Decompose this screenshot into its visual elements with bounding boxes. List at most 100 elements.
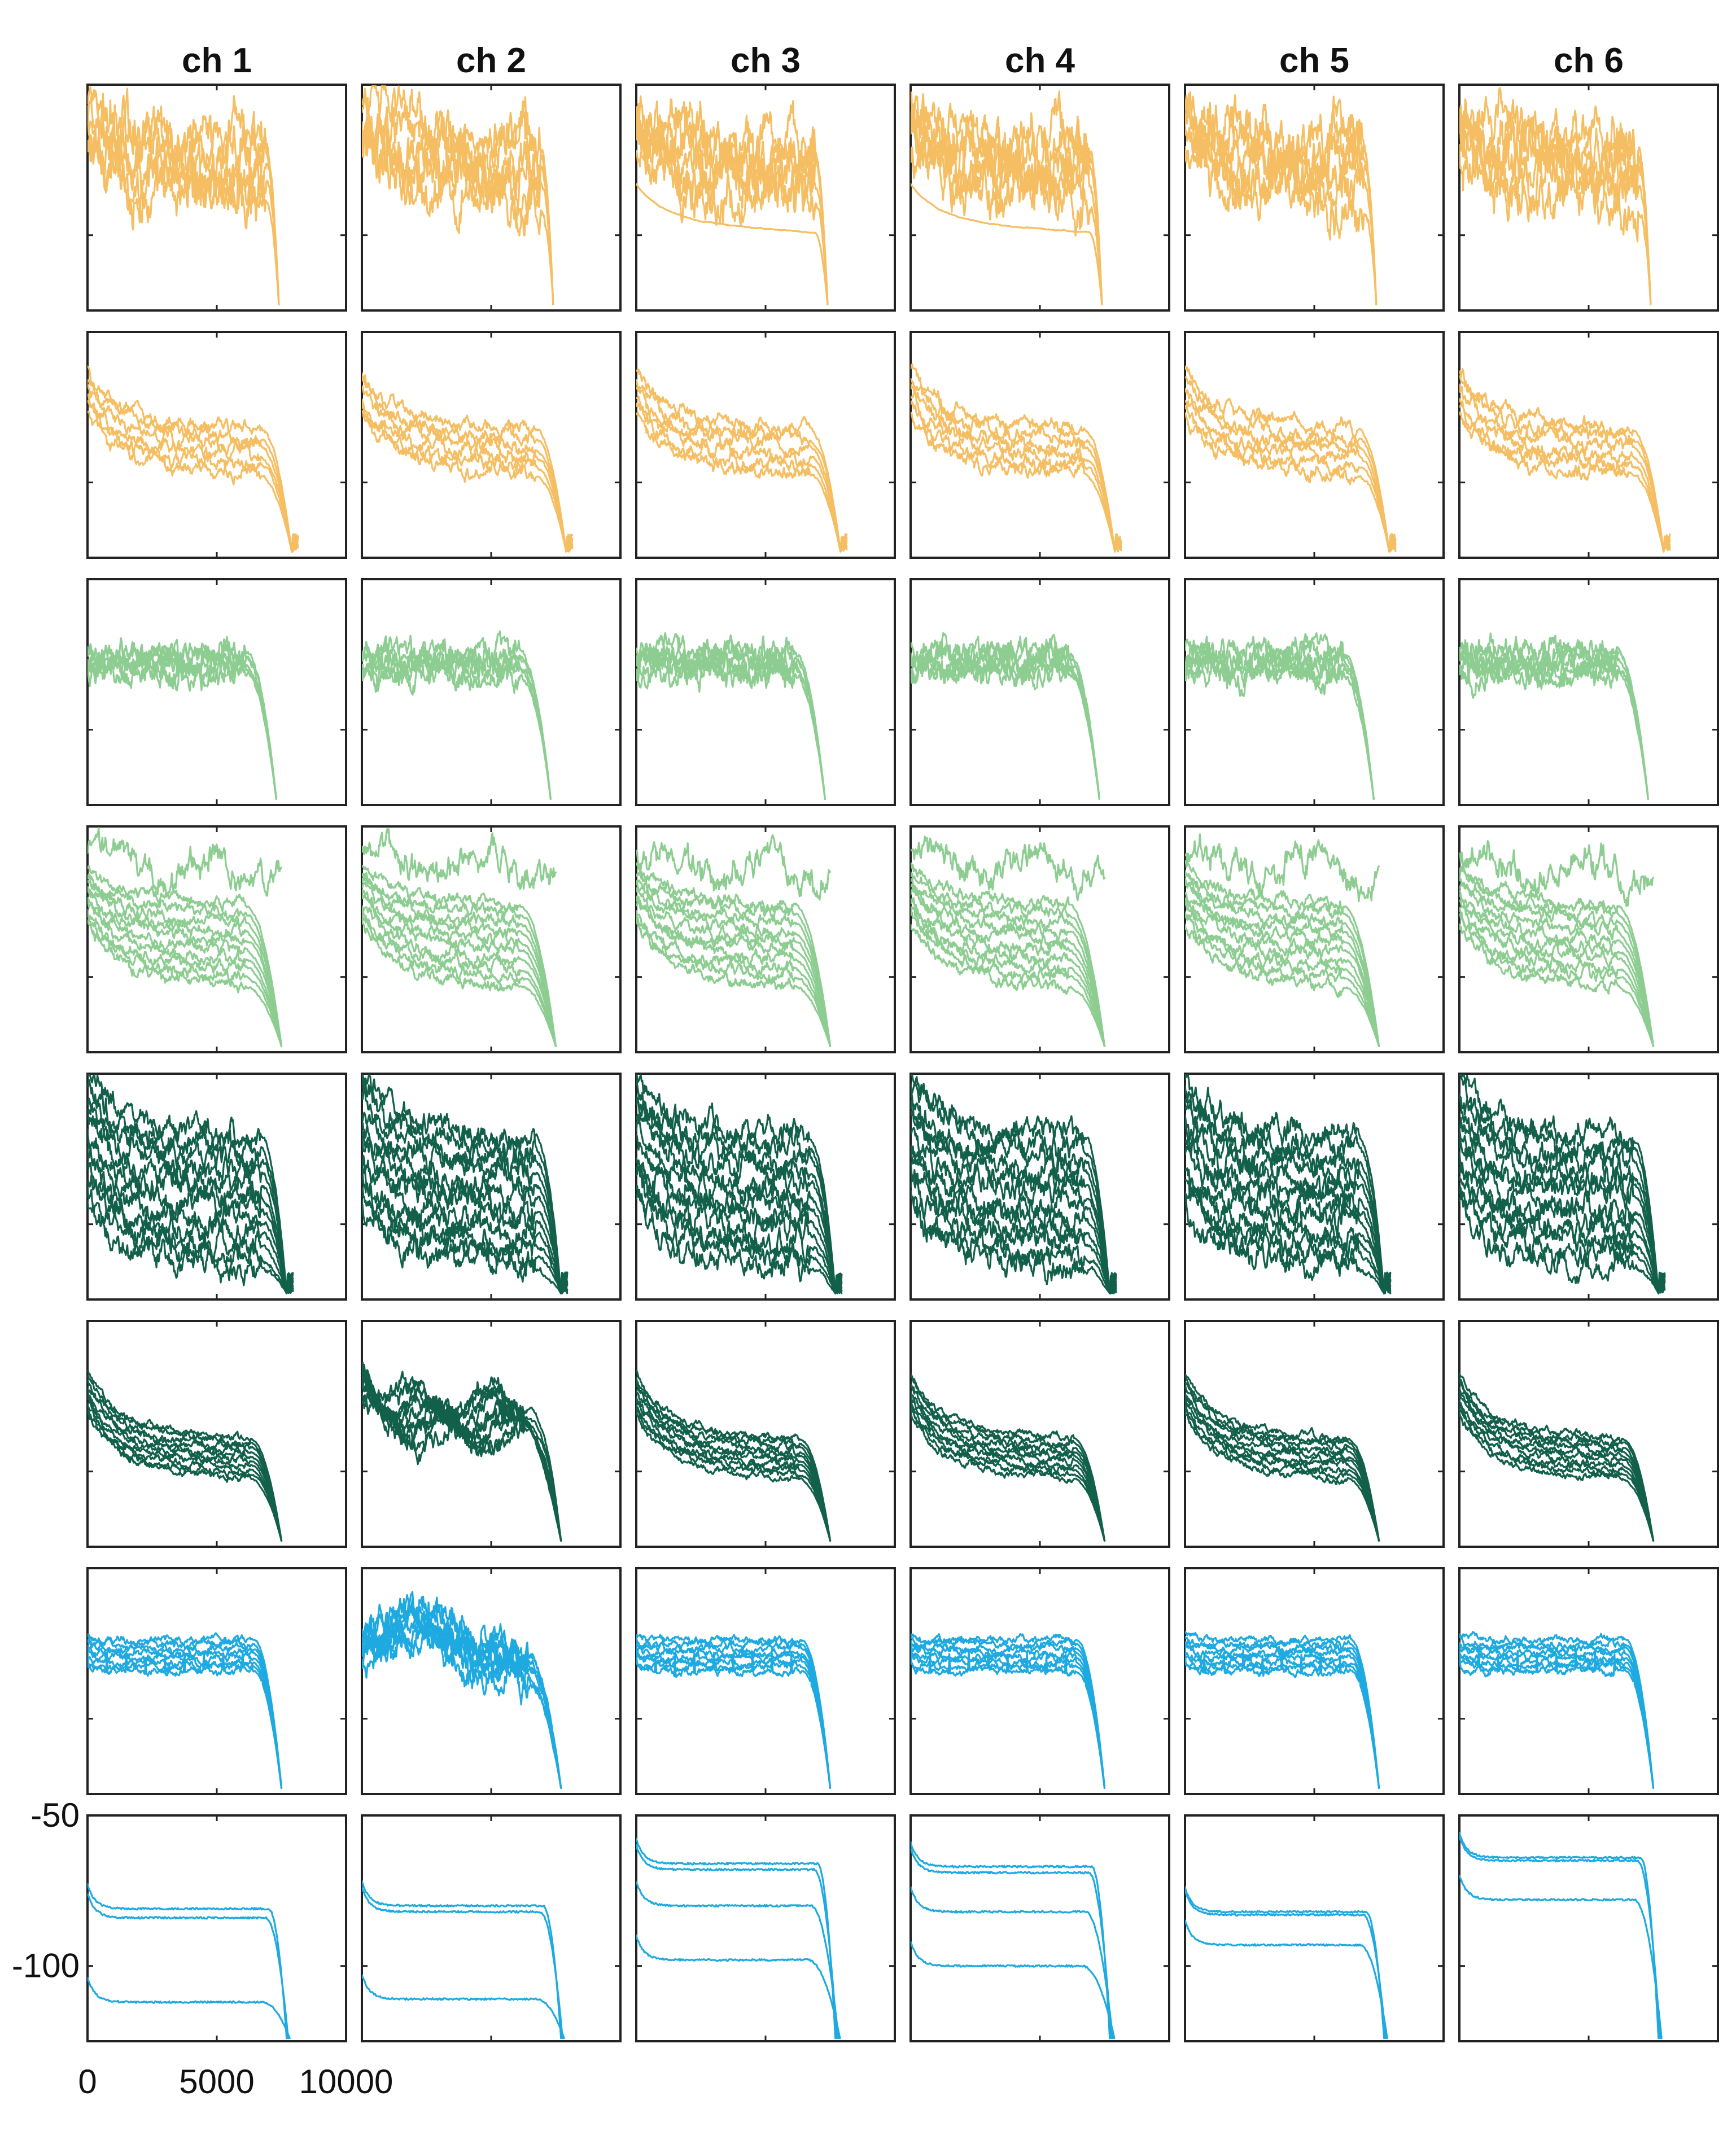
series-line [1459, 1127, 1666, 1294]
series-line [1459, 840, 1655, 907]
series-line [911, 1841, 1111, 2040]
series-line [1459, 865, 1655, 1047]
series-line [88, 1393, 283, 1542]
panel-r3-c2 [361, 578, 622, 806]
series-line [88, 383, 299, 553]
axis-frame [1184, 84, 1445, 312]
series-line [636, 1653, 832, 1789]
panel-r7-c5 [1184, 1567, 1445, 1795]
axis-frame [635, 331, 896, 559]
series-line [1185, 1650, 1380, 1789]
series-line [1185, 365, 1397, 553]
traces [362, 1074, 569, 1294]
panel-r6-c3 [635, 1320, 896, 1548]
series-line [636, 879, 832, 1047]
series-line [636, 642, 826, 800]
series-line [636, 1837, 837, 2040]
series-line [1185, 1889, 1387, 2040]
series-line [88, 889, 283, 1047]
x-tick-label: 0 [78, 2063, 97, 2101]
traces [1459, 840, 1655, 1047]
axis-frame [1458, 1567, 1719, 1795]
series-line [911, 1375, 1106, 1542]
traces [362, 828, 557, 1047]
y-tick-label: -50 [30, 1796, 80, 1834]
series-line [1459, 881, 1655, 1047]
series-line [911, 183, 1103, 305]
series-line [362, 876, 557, 1047]
axis-frame [361, 578, 622, 806]
series-line [911, 1653, 1106, 1789]
series-line [1185, 860, 1380, 1047]
series-line [1185, 1630, 1380, 1789]
series-line [1459, 907, 1655, 1047]
series-line [636, 887, 832, 1047]
traces [1459, 632, 1649, 800]
axis-frame [86, 1567, 347, 1795]
series-line [88, 1636, 283, 1789]
series-line [636, 1074, 843, 1294]
series-line [911, 872, 1106, 1047]
series-line [1459, 1836, 1661, 2040]
traces [636, 95, 829, 305]
series-line [362, 1154, 569, 1294]
series-line [636, 1636, 832, 1789]
series-line [636, 368, 848, 553]
series-line [88, 1370, 283, 1542]
series-line [1185, 1099, 1392, 1294]
traces [1185, 1074, 1392, 1294]
series-line [636, 100, 829, 305]
panel-r8-c3 [635, 1814, 896, 2042]
series-line [636, 411, 848, 553]
series-line [1185, 833, 1380, 902]
panel-r4-c6 [1458, 825, 1719, 1053]
axis-frame [635, 1567, 896, 1795]
series-line [88, 1074, 294, 1294]
traces [362, 372, 574, 553]
series-line [1459, 1176, 1666, 1294]
series-line [362, 1086, 569, 1294]
traces [1185, 1373, 1380, 1542]
series-line [911, 391, 1122, 553]
series-line [1459, 923, 1655, 1047]
series-line [362, 916, 557, 1047]
series-line [362, 402, 574, 553]
panel-r4-c4 [909, 825, 1170, 1053]
panel-r6-c1 [86, 1320, 347, 1548]
series-line [1185, 633, 1375, 800]
series-line [1185, 1392, 1380, 1542]
series-line [88, 365, 299, 553]
panel-r4-c1 [86, 825, 347, 1053]
series-line [1459, 1635, 1655, 1789]
series-line [88, 1639, 283, 1789]
series-line [911, 1091, 1117, 1294]
traces [1185, 833, 1380, 1047]
series-line [88, 879, 283, 1047]
traces [636, 1634, 832, 1789]
series-line [1459, 1652, 1655, 1789]
series-line [911, 640, 1100, 800]
axis-frame [361, 1814, 622, 2042]
series-line [1459, 894, 1655, 1047]
series-line [88, 1397, 283, 1542]
series-line [1459, 383, 1671, 553]
series-line [88, 1403, 283, 1542]
axis-frame [1458, 84, 1719, 312]
series-line [911, 1127, 1117, 1294]
series-line [88, 1375, 283, 1542]
traces [88, 1632, 283, 1789]
series-line [362, 905, 557, 1047]
series-line [362, 115, 554, 305]
series-line [88, 1387, 283, 1542]
series-line [362, 1887, 563, 2040]
panel-r1-c1 [86, 84, 347, 312]
series-line [362, 374, 574, 553]
series-line [636, 1881, 839, 2040]
traces [911, 632, 1100, 800]
series-line [362, 85, 554, 305]
series-line [636, 183, 829, 305]
series-line [911, 632, 1100, 800]
series-line [911, 1151, 1117, 1294]
series-line [1185, 914, 1380, 1047]
series-line [88, 827, 283, 898]
